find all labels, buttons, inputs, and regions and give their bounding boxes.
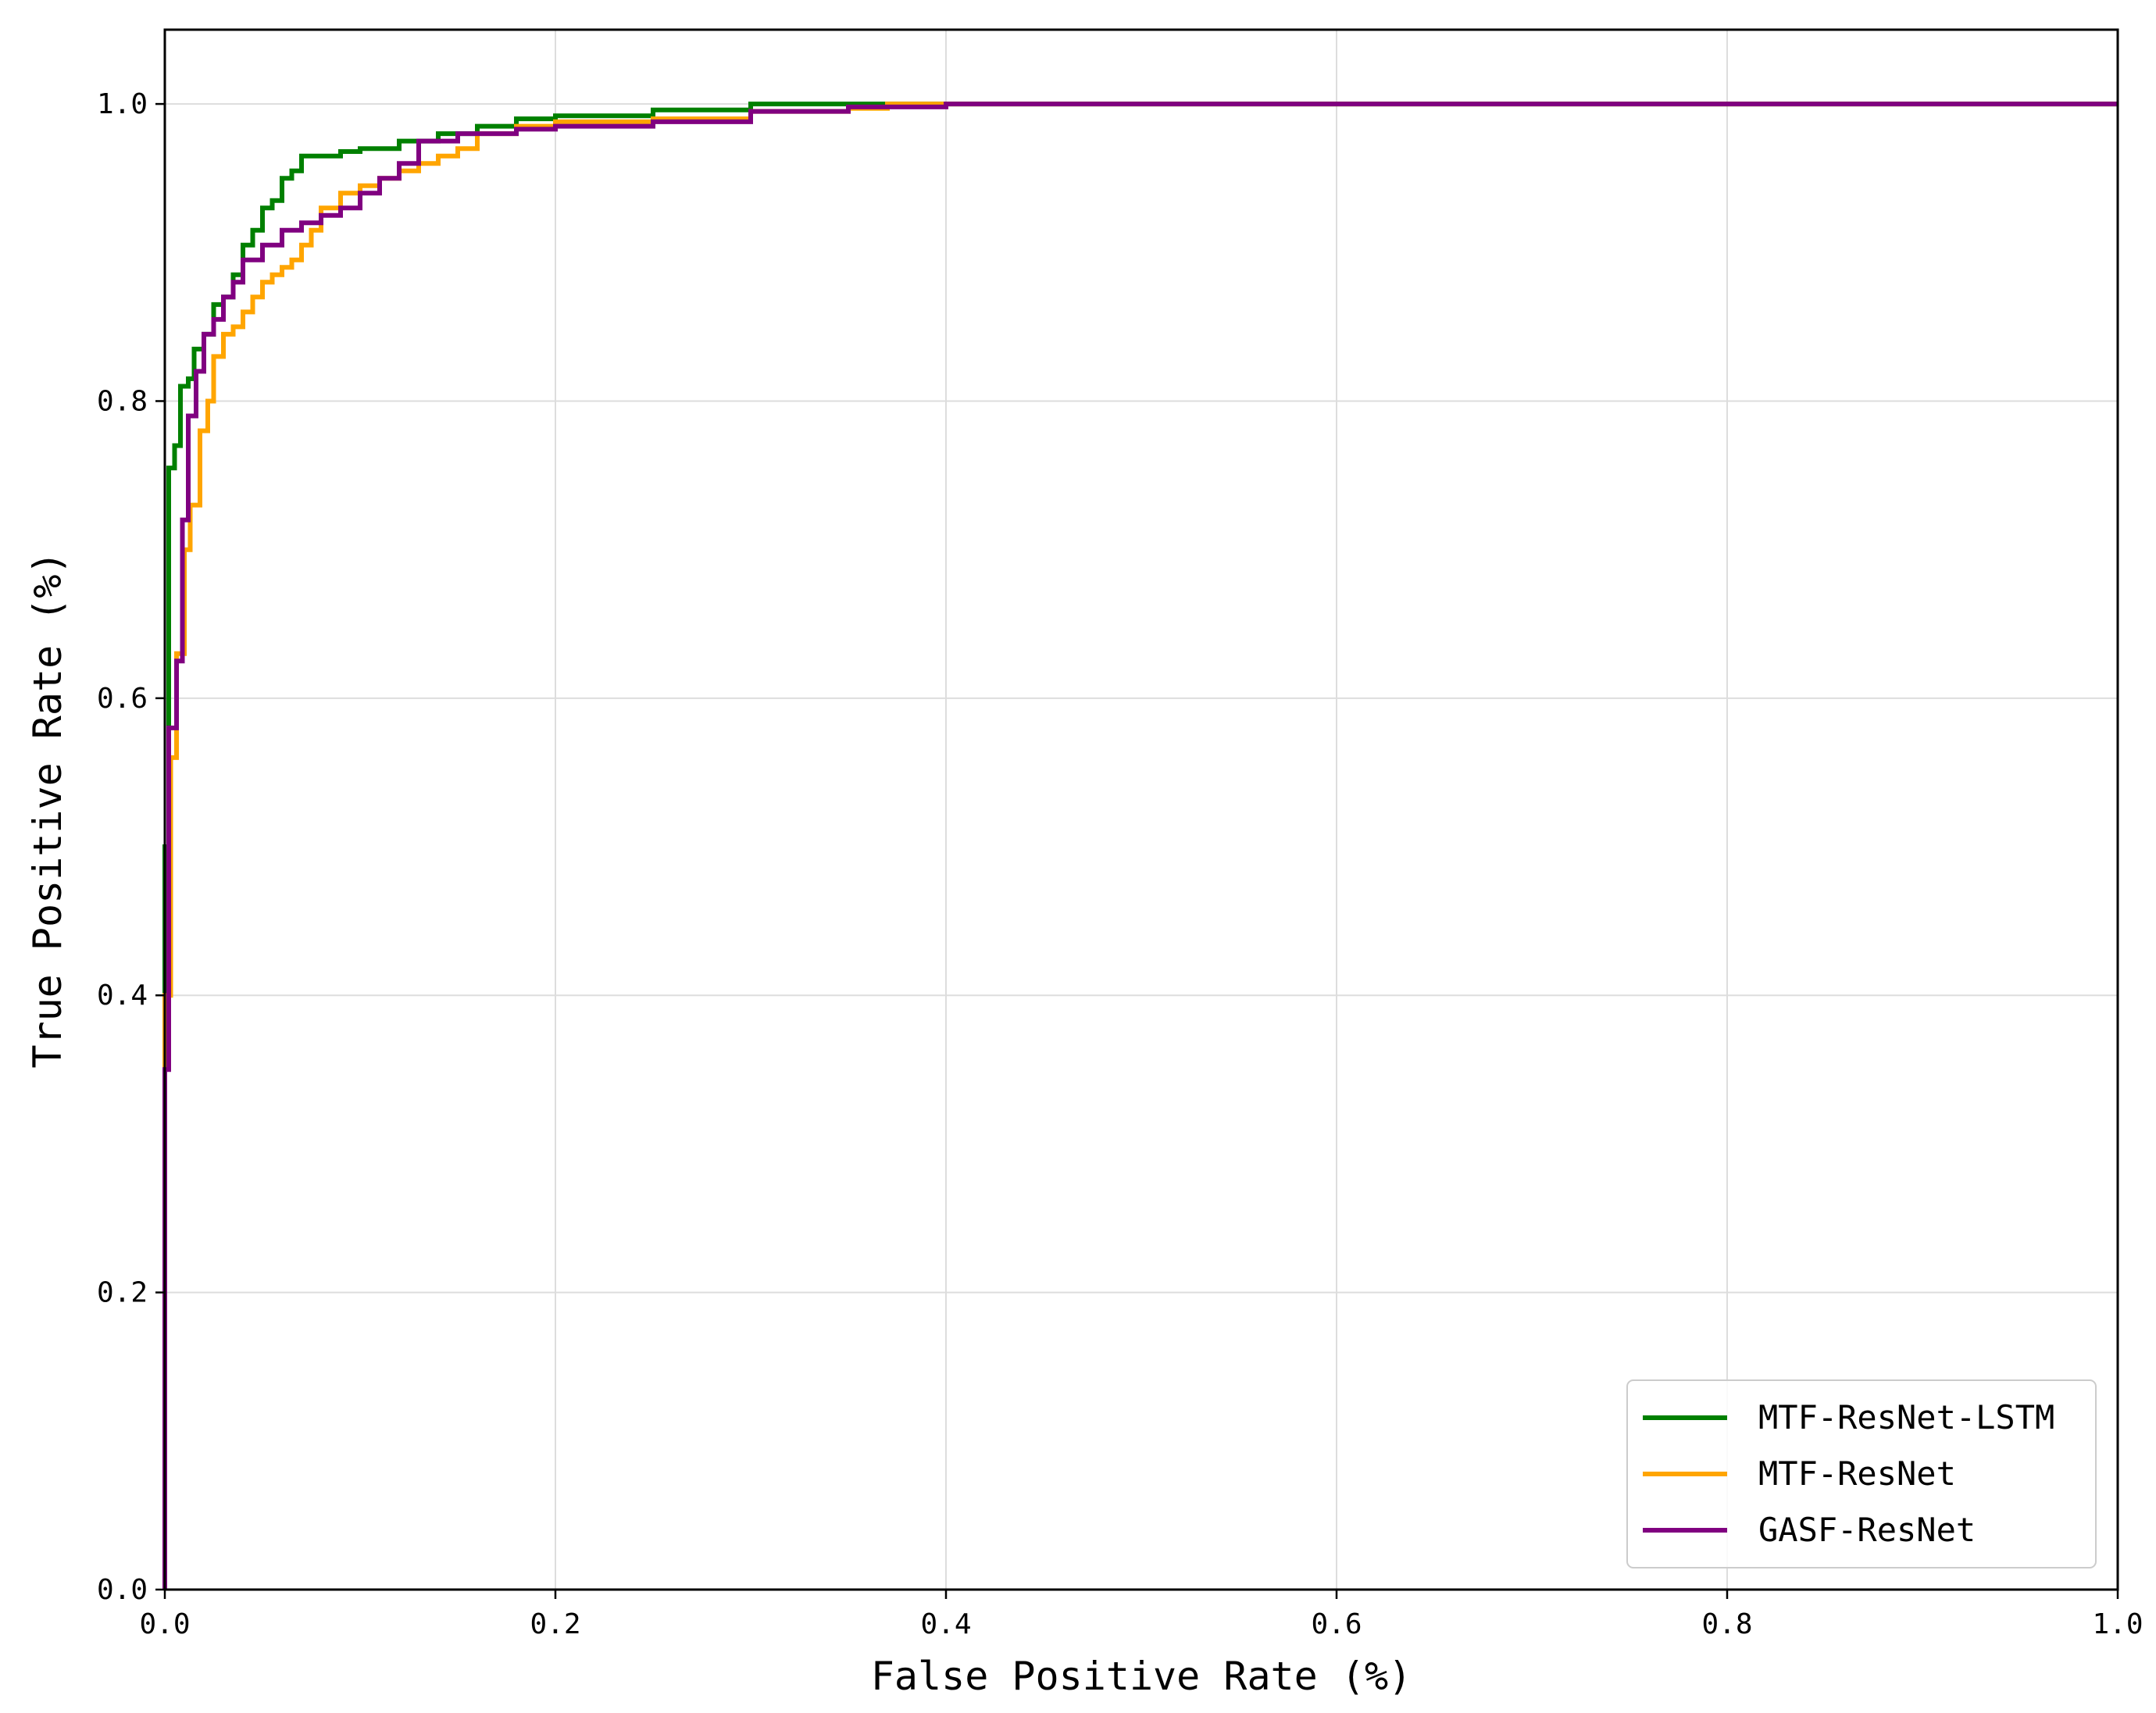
series-line-2 — [162, 102, 2118, 1590]
x-tick-label: 0.6 — [1311, 1608, 1362, 1640]
x-tick-label: 0.4 — [920, 1608, 971, 1640]
legend: MTF-ResNet-LSTM MTF-ResNet GASF-ResNet — [1626, 1379, 2097, 1568]
grid-lines — [164, 30, 2119, 1590]
x-axis-label: False Positive Rate (%) — [871, 1654, 1412, 1699]
series-line-1 — [162, 102, 2118, 1590]
y-tick-label: 0.2 — [97, 1277, 148, 1309]
legend-label: MTF-ResNet-LSTM — [1758, 1398, 2054, 1436]
x-tick-label: 0.8 — [1701, 1608, 1752, 1640]
series-line-3 — [162, 102, 2118, 1590]
axis-ticks: 0.0 0.2 0.4 0.6 0.8 1.0 0.0 0.2 0.4 0.6 0.8 1.0 — [97, 88, 2144, 1640]
x-tick-label: 0.0 — [139, 1608, 190, 1640]
x-tick-label: 1.0 — [2092, 1608, 2143, 1640]
y-tick-label: 1.0 — [97, 88, 148, 120]
series-layer — [162, 102, 2118, 1590]
y-tick-label: 0.6 — [97, 683, 148, 715]
y-tick-label: 0.8 — [97, 385, 148, 417]
plot-frame — [163, 28, 2119, 1591]
y-tick-label: 0.4 — [97, 980, 148, 1012]
y-tick-label: 0.0 — [97, 1574, 148, 1606]
x-tick-label: 0.2 — [530, 1608, 580, 1640]
legend-box — [1626, 1379, 2097, 1568]
legend-label: MTF-ResNet — [1758, 1454, 1956, 1493]
legend-label: GASF-ResNet — [1758, 1511, 1976, 1549]
y-axis-label: True Positive Rate (%) — [25, 551, 70, 1068]
